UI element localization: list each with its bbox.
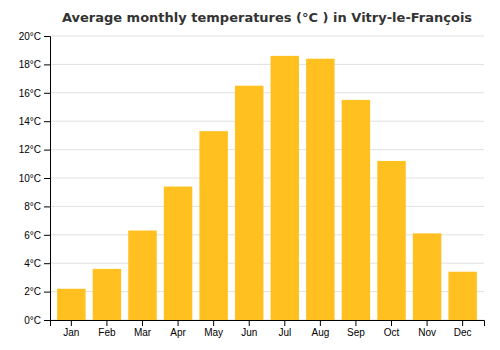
y-tick-label: 12°C	[19, 144, 41, 155]
x-tick-label: Apr	[170, 327, 186, 338]
x-tick-mark	[427, 320, 428, 326]
x-tick-label: Nov	[418, 327, 436, 338]
x-tick-label: Jul	[278, 327, 291, 338]
x-tick-label: May	[204, 327, 223, 338]
y-tick: 12°C	[19, 144, 50, 155]
x-tick-mark	[213, 320, 214, 326]
x-tick-label: Oct	[384, 327, 400, 338]
y-axis: 0°C 2°C 4°C 6°C 8°C 10°C 12°C 14°C 16°C 18°C 20°C	[19, 31, 51, 326]
x-tick: Oct	[384, 320, 400, 338]
grid-line	[50, 178, 484, 179]
x-tick: Apr	[170, 320, 186, 338]
bar	[271, 56, 299, 320]
x-tick-label: Feb	[98, 327, 116, 338]
y-tick-label: 6°C	[24, 230, 41, 241]
x-tick-mark	[142, 320, 143, 326]
x-tick-label: Aug	[311, 327, 329, 338]
x-tick-mark	[71, 320, 72, 326]
grid-line	[50, 206, 484, 207]
y-tick: 6°C	[24, 230, 50, 241]
bar	[342, 100, 370, 320]
x-tick: Nov	[418, 320, 436, 338]
y-tick-mark	[44, 178, 50, 179]
y-tick-mark	[44, 235, 50, 236]
bar	[164, 187, 192, 320]
x-tick: Jan	[63, 320, 79, 338]
y-tick: 10°C	[19, 173, 50, 184]
y-tick: 4°C	[24, 258, 50, 269]
x-tick: Mar	[134, 320, 152, 338]
x-tick: Sep	[347, 320, 365, 338]
y-tick: 14°C	[19, 116, 50, 127]
y-axis-line	[44, 37, 51, 321]
y-tick: 0°C	[24, 315, 50, 326]
bar	[413, 233, 441, 320]
x-tick: Dec	[454, 320, 472, 338]
bar	[199, 131, 227, 320]
bar	[448, 272, 476, 320]
x-tick-mark	[284, 320, 285, 326]
y-tick-label: 0°C	[24, 315, 41, 326]
grid-line	[50, 92, 484, 93]
grid-line	[50, 149, 484, 150]
bar	[377, 161, 405, 320]
y-tick-mark	[44, 292, 50, 293]
x-tick-label: Dec	[454, 327, 472, 338]
y-tick-label: 18°C	[19, 59, 41, 70]
x-tick-mark	[106, 320, 107, 326]
x-tick: May	[204, 320, 223, 338]
y-tick-mark	[44, 320, 50, 321]
y-tick: 20°C	[19, 31, 50, 42]
chart: 0°C 2°C 4°C 6°C 8°C 10°C 12°C 14°C 16°C 18°C 20°C J…	[0, 0, 500, 350]
x-tick-mark	[178, 320, 179, 326]
x-axis-line	[51, 321, 485, 327]
y-tick-mark	[44, 263, 50, 264]
y-tick-label: 2°C	[24, 286, 41, 297]
x-tick-mark	[462, 320, 463, 326]
y-tick-mark	[44, 36, 50, 37]
x-tick-label: Mar	[134, 327, 152, 338]
x-tick: Jun	[241, 320, 257, 338]
x-tick: Jul	[278, 320, 291, 338]
x-tick-label: Jan	[63, 327, 79, 338]
y-tick: 16°C	[19, 88, 50, 99]
bar	[306, 59, 334, 320]
x-tick-mark	[355, 320, 356, 326]
bar	[93, 269, 121, 320]
title: Average monthly temperatures (°C ) in Vi…	[62, 10, 472, 25]
y-tick-label: 4°C	[24, 258, 41, 269]
y-tick: 8°C	[24, 201, 50, 212]
y-tick: 18°C	[19, 59, 50, 70]
grid-line	[50, 64, 484, 65]
plot: 0°C 2°C 4°C 6°C 8°C 10°C 12°C 14°C 16°C 18°C 20°C J…	[19, 31, 485, 338]
y-tick-label: 8°C	[24, 201, 41, 212]
y-tick-label: 16°C	[19, 88, 41, 99]
y-tick-label: 10°C	[19, 173, 41, 184]
y-tick-mark	[44, 64, 50, 65]
x-tick: Aug	[311, 320, 329, 338]
y-tick: 2°C	[24, 286, 50, 297]
grid-line	[50, 121, 484, 122]
bar	[235, 86, 263, 320]
x-tick-label: Jun	[241, 327, 257, 338]
x-tick-label: Sep	[347, 327, 365, 338]
y-tick-label: 14°C	[19, 116, 41, 127]
bar	[57, 289, 85, 320]
x-axis: Jan Feb Mar Apr May Jun Jul Aug Sep Oct Nov Dec	[51, 320, 485, 338]
bars	[57, 56, 477, 320]
bar	[128, 231, 156, 320]
y-tick-mark	[44, 150, 50, 151]
y-tick-label: 20°C	[19, 31, 41, 42]
grid-line	[50, 36, 484, 37]
y-tick-mark	[44, 121, 50, 122]
y-tick-mark	[44, 93, 50, 94]
y-tick-mark	[44, 206, 50, 207]
x-tick: Feb	[98, 320, 116, 338]
grid	[50, 36, 484, 320]
x-tick-mark	[320, 320, 321, 326]
x-tick-mark	[391, 320, 392, 326]
x-tick-mark	[249, 320, 250, 326]
